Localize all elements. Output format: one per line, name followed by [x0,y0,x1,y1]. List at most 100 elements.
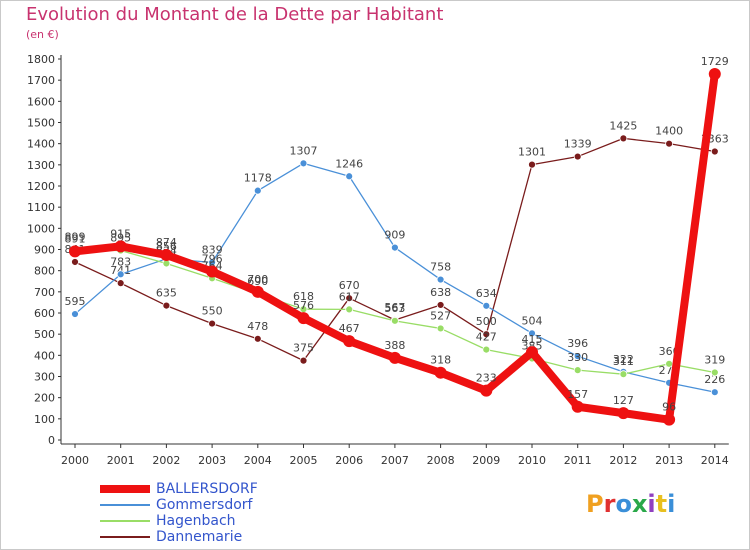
data-point-dannemarie [619,134,628,143]
data-label-gommersdorf: 758 [430,261,451,274]
data-point-gommersdorf [710,388,719,397]
data-point-gommersdorf [71,310,79,318]
y-tick-label: 900 [34,244,55,257]
y-tick-label: 400 [34,349,55,362]
data-label-hagenbach: 311 [613,355,634,368]
data-point-dannemarie [299,356,308,365]
data-point-ballersdorf [480,384,493,397]
data-label-dannemarie: 375 [293,342,314,355]
data-label-gommersdorf: 595 [65,295,86,308]
data-label-hagenbach: 690 [247,275,268,288]
data-label-ballersdorf: 388 [384,339,405,352]
legend: BALLERSDORF Gommersdorf Hagenbach Dannemari… [100,481,360,545]
data-label-dannemarie: 670 [339,279,360,292]
data-label-dannemarie: 1425 [609,119,637,132]
data-point-dannemarie [162,301,171,310]
data-point-ballersdorf [114,240,127,253]
data-point-hagenbach [345,305,354,314]
y-tick-label: 300 [34,371,55,384]
data-label-hagenbach: 618 [293,290,314,303]
legend-swatch [100,504,150,506]
data-label-ballersdorf: 1729 [701,55,729,68]
data-point-hagenbach [390,316,399,325]
x-tick-label: 2001 [107,454,135,467]
data-point-gommersdorf [345,172,354,181]
chart-unit: (en €) [26,28,59,41]
y-tick-label: 1700 [27,74,55,87]
y-tick-label: 200 [34,392,55,405]
data-label-dannemarie: 567 [384,301,405,314]
data-label-hagenbach: 895 [110,232,131,245]
data-label-gommersdorf: 504 [522,314,543,327]
data-label-dannemarie: 1400 [655,125,683,138]
data-point-gommersdorf [390,243,399,252]
data-label-gommersdorf: 909 [384,229,405,242]
data-label-hagenbach: 319 [704,353,725,366]
x-tick-label: 2002 [152,454,180,467]
data-point-dannemarie [436,301,445,309]
data-label-ballersdorf: 576 [293,299,314,312]
x-tick-label: 2003 [198,454,226,467]
data-label-hagenbach: 617 [339,290,360,303]
data-label-gommersdorf: 783 [110,255,131,268]
data-point-ballersdorf [251,285,264,298]
y-tick-label: 500 [34,328,55,341]
data-point-dannemarie [116,279,125,288]
data-point-dannemarie [528,160,536,169]
data-label-hagenbach: 427 [476,331,497,344]
data-label-dannemarie: 638 [430,286,451,299]
data-label-dannemarie: 635 [156,287,177,300]
data-label-dannemarie: 1301 [518,146,546,159]
data-label-gommersdorf: 1246 [335,157,363,170]
data-point-hagenbach [665,359,673,368]
data-label-ballersdorf: 891 [65,232,86,245]
data-point-ballersdorf [663,413,676,426]
legend-swatch [100,485,150,493]
data-label-gommersdorf: 839 [202,243,223,256]
data-label-hagenbach: 563 [384,302,405,315]
x-tick-label: 2004 [244,454,272,467]
x-tick-label: 2008 [427,454,455,467]
data-point-ballersdorf [571,400,584,413]
data-point-ballersdorf [708,68,721,81]
y-tick-label: 600 [34,307,55,320]
x-tick-label: 2006 [335,454,363,467]
legend-swatch [100,536,150,538]
data-point-ballersdorf [297,312,310,325]
y-tick-label: 1500 [27,117,55,130]
data-label-hagenbach: 899 [65,231,86,244]
data-point-gommersdorf [299,159,308,168]
legend-swatch [100,520,150,522]
x-tick-label: 2011 [564,454,592,467]
data-label-gommersdorf: 1307 [290,144,318,157]
data-label-ballersdorf: 157 [567,388,588,401]
legend-label: Gommersdorf [156,497,253,513]
data-label-gommersdorf: 226 [704,373,725,386]
data-point-dannemarie [482,330,491,339]
x-tick-label: 2000 [61,454,89,467]
data-label-ballersdorf: 796 [202,253,223,266]
data-label-ballersdorf: 700 [247,273,268,286]
x-tick-label: 2007 [381,454,409,467]
data-label-gommersdorf: 322 [613,353,634,366]
data-label-gommersdorf: 1178 [244,172,272,185]
x-tick-label: 2012 [609,454,637,467]
y-tick-label: 1100 [27,201,55,214]
data-point-hagenbach [710,368,719,377]
data-label-gommersdorf: 856 [156,240,177,253]
data-point-hagenbach [436,324,445,333]
data-label-ballersdorf: 96 [662,401,676,414]
y-tick-label: 1200 [27,180,55,193]
data-label-ballersdorf: 127 [613,394,634,407]
data-point-ballersdorf [526,346,538,359]
data-label-gommersdorf: 396 [567,337,588,350]
data-label-ballersdorf: 915 [110,227,131,240]
y-tick-label: 1800 [27,53,55,66]
legend-item-gommersdorf: Gommersdorf [100,497,360,513]
data-label-dannemarie: 550 [202,305,223,318]
y-tick-label: 1600 [27,95,55,108]
legend-label: Dannemarie [156,529,243,545]
data-point-dannemarie [253,334,262,343]
data-point-ballersdorf [69,245,81,258]
